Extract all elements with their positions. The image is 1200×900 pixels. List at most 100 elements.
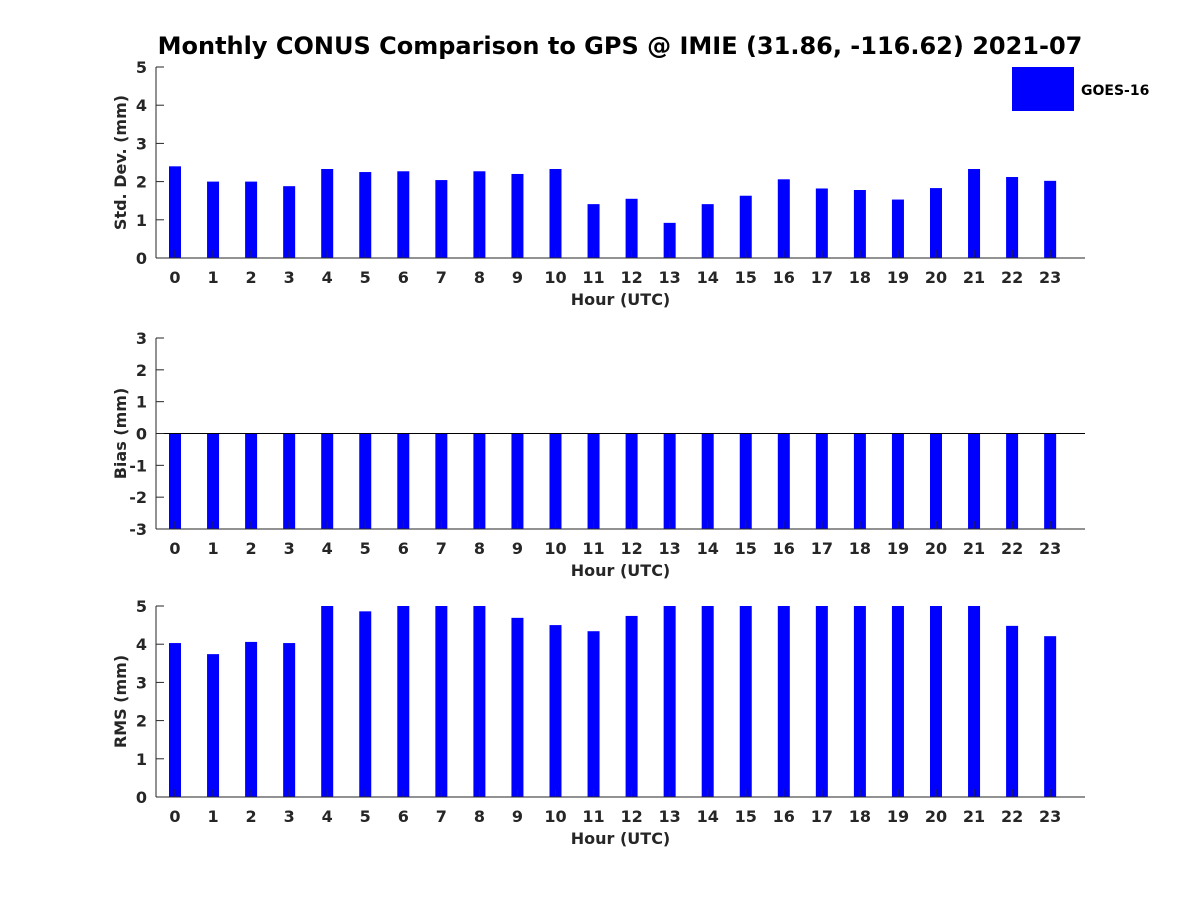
x-tick-label: 12 — [620, 539, 642, 558]
bar-hour-1 — [207, 181, 220, 258]
x-tick-label: 0 — [169, 268, 180, 287]
x-tick-label: 13 — [659, 807, 681, 826]
bar-hour-18 — [853, 190, 866, 258]
x-tick-label: 20 — [925, 539, 947, 558]
x-tick-label: 23 — [1039, 268, 1061, 287]
bar-hour-16 — [777, 433, 790, 529]
x-tick-label: 7 — [436, 539, 447, 558]
x-tick-label: 16 — [773, 268, 795, 287]
bar-hour-9 — [511, 617, 524, 797]
x-tick-label: 22 — [1001, 539, 1023, 558]
x-tick-label: 16 — [773, 807, 795, 826]
bar-hour-2 — [245, 181, 258, 258]
x-tick-label: 11 — [582, 807, 604, 826]
x-tick-label: 22 — [1001, 807, 1023, 826]
y-tick-label: 3 — [136, 673, 147, 692]
x-tick-label: 3 — [284, 539, 295, 558]
y-tick-label: 0 — [136, 788, 147, 807]
x-tick-label: 21 — [963, 268, 985, 287]
y-tick-label: 1 — [136, 211, 147, 230]
bar-hour-5 — [359, 611, 372, 797]
bar-hour-1 — [207, 654, 220, 797]
y-tick-label: 5 — [136, 597, 147, 616]
x-tick-label: 18 — [849, 807, 871, 826]
x-tick-label: 10 — [544, 539, 566, 558]
x-tick-label: 3 — [284, 268, 295, 287]
bar-hour-23 — [1044, 433, 1057, 529]
x-tick-label: 5 — [360, 268, 371, 287]
x-axis-label: Hour (UTC) — [571, 290, 671, 309]
bar-hour-7 — [435, 606, 448, 797]
bar-hour-16 — [777, 606, 790, 797]
x-tick-label: 6 — [398, 807, 409, 826]
legend: GOES-16 — [1012, 67, 1149, 111]
bar-hour-12 — [625, 198, 638, 258]
y-tick-label: 3 — [136, 134, 147, 153]
x-tick-label: 9 — [512, 268, 523, 287]
bar-hour-12 — [625, 615, 638, 797]
y-tick-label: 2 — [136, 173, 147, 192]
y-tick-label: 0 — [136, 425, 147, 444]
y-tick-label: -1 — [129, 456, 147, 475]
x-tick-label: 22 — [1001, 268, 1023, 287]
bar-hour-3 — [283, 643, 296, 797]
bar-hour-5 — [359, 172, 372, 258]
x-tick-label: 8 — [474, 268, 485, 287]
bar-hour-5 — [359, 433, 372, 529]
y-tick-label: 1 — [136, 750, 147, 769]
x-tick-label: 6 — [398, 539, 409, 558]
y-axis-label: RMS (mm) — [111, 655, 130, 748]
x-tick-label: 2 — [246, 807, 257, 826]
y-axis-label: Std. Dev. (mm) — [111, 95, 130, 230]
x-tick-label: 14 — [697, 539, 719, 558]
x-tick-label: 7 — [436, 807, 447, 826]
x-tick-label: 21 — [963, 539, 985, 558]
bar-hour-19 — [891, 433, 904, 529]
x-tick-label: 15 — [735, 807, 757, 826]
bar-hour-22 — [1006, 433, 1019, 529]
bar-hour-11 — [587, 204, 600, 258]
x-tick-label: 3 — [284, 807, 295, 826]
x-tick-label: 14 — [697, 807, 719, 826]
x-tick-label: 18 — [849, 268, 871, 287]
x-tick-label: 15 — [735, 268, 757, 287]
bar-hour-10 — [549, 433, 562, 529]
x-tick-label: 9 — [512, 807, 523, 826]
y-tick-label: 2 — [136, 361, 147, 380]
y-tick-label: -2 — [129, 488, 147, 507]
bar-hour-0 — [169, 433, 181, 529]
x-tick-label: 1 — [207, 268, 218, 287]
bar-hour-19 — [891, 606, 904, 797]
bar-hour-21 — [968, 433, 981, 529]
x-tick-label: 19 — [887, 268, 909, 287]
bar-hour-2 — [245, 433, 258, 529]
bar-hour-15 — [739, 606, 752, 797]
bar-hour-4 — [321, 606, 334, 797]
x-tick-label: 17 — [811, 807, 833, 826]
x-tick-label: 11 — [582, 268, 604, 287]
bar-hour-1 — [207, 433, 220, 529]
x-tick-label: 5 — [360, 807, 371, 826]
bar-hour-13 — [663, 222, 676, 258]
x-tick-label: 17 — [811, 539, 833, 558]
bar-hour-6 — [397, 171, 410, 258]
x-tick-label: 20 — [925, 807, 947, 826]
bar-hour-20 — [930, 433, 942, 529]
y-tick-label: 2 — [136, 712, 147, 731]
x-tick-label: 14 — [697, 268, 719, 287]
x-tick-label: 12 — [620, 807, 642, 826]
x-tick-label: 1 — [207, 807, 218, 826]
x-tick-label: 0 — [169, 807, 180, 826]
bar-hour-14 — [701, 606, 714, 797]
bar-hour-0 — [169, 643, 181, 797]
x-tick-label: 13 — [659, 268, 681, 287]
bar-hour-17 — [815, 188, 828, 258]
bar-hour-7 — [435, 180, 448, 258]
x-tick-label: 1 — [207, 539, 218, 558]
bar-hour-23 — [1044, 636, 1057, 797]
x-tick-label: 23 — [1039, 539, 1061, 558]
x-tick-label: 17 — [811, 268, 833, 287]
